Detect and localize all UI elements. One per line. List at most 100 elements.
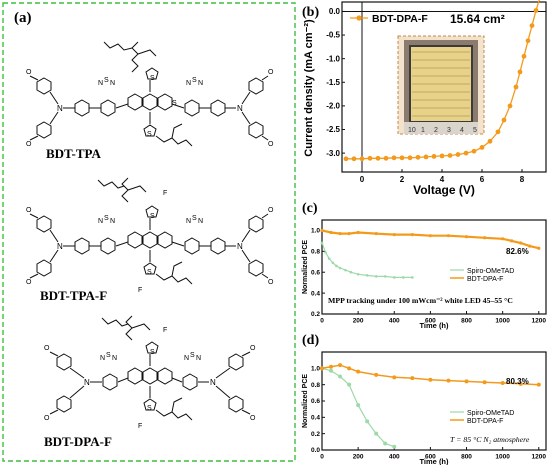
data-point	[533, 8, 539, 13]
data-point	[521, 53, 527, 59]
data-point	[517, 69, 523, 75]
data-point	[410, 376, 415, 381]
x-tick-label: 6	[480, 175, 485, 184]
data-point	[407, 155, 413, 161]
data-point	[482, 380, 487, 385]
x-tick-label: 800	[461, 454, 472, 461]
ruler-label: 10	[408, 127, 416, 134]
data-point	[356, 230, 360, 235]
series-line-spiro-ometad	[321, 242, 413, 279]
legend-entry-spiro: Spiro-OMeTAD	[467, 268, 514, 275]
data-point	[500, 381, 505, 386]
legend-marker	[356, 15, 362, 21]
data-point	[331, 261, 335, 265]
x-tick-label: 0	[360, 175, 365, 184]
data-point	[367, 155, 373, 161]
x-tick-label: 1200	[532, 318, 547, 325]
atom-n: N	[57, 242, 63, 251]
y-axis-label: Normalized PCE	[302, 374, 309, 428]
data-point	[329, 364, 334, 369]
x-tick-label: 2	[400, 175, 405, 184]
data-point	[392, 233, 396, 237]
atom-n: N	[237, 242, 243, 251]
x-axis-label: Time (h)	[419, 321, 449, 330]
x-tick-label: 1000	[495, 318, 510, 325]
y-tick-label: 0.4	[311, 290, 320, 297]
inset-photo: 10 1 2 3 4 5	[397, 35, 485, 135]
data-point	[391, 155, 397, 161]
atom-s: S	[147, 269, 152, 276]
x-ticks: 0 200 400 600 800 1000 1200	[320, 311, 546, 325]
series-line-spiro-ometad	[321, 367, 395, 448]
atom-s: S	[172, 100, 177, 107]
solar-cell-stripes	[412, 51, 470, 117]
y-ticks: 0.2 0.4 0.6 0.8 1.0	[311, 228, 325, 318]
atom-n: N	[100, 355, 105, 362]
y-tick-label: -2.0	[326, 102, 340, 111]
data-point	[411, 276, 414, 279]
data-point	[415, 154, 421, 160]
data-point	[471, 148, 477, 154]
atom-o: O	[250, 415, 256, 422]
atom-n: N	[98, 218, 103, 225]
atom-f: F	[163, 327, 167, 334]
molecule-bdt-tpa: S S N S N N S N N N O O O	[26, 41, 274, 148]
data-point	[365, 274, 369, 277]
data-point	[320, 241, 324, 245]
atom-n: N	[112, 355, 117, 362]
plot-frame	[321, 219, 547, 315]
ruler-label: 2	[434, 127, 438, 134]
data-point	[501, 237, 505, 241]
x-tick-label: 200	[353, 454, 364, 461]
data-point	[374, 372, 379, 377]
retention-annotation: 80.3%	[506, 377, 529, 386]
atom-f: F	[138, 423, 142, 430]
data-point	[536, 382, 541, 387]
atom-n: N	[57, 104, 63, 113]
data-point	[338, 231, 342, 236]
data-point	[356, 403, 361, 408]
data-point	[359, 156, 365, 162]
x-tick-label: 400	[389, 318, 400, 325]
data-point	[347, 366, 352, 371]
atom-n: N	[198, 218, 203, 225]
x-tick-label: 800	[461, 318, 472, 325]
atom-n: N	[196, 355, 201, 362]
atom-o: O	[268, 69, 274, 76]
ruler-labels: 10 1 2 3 4 5	[408, 127, 477, 134]
area-annotation: 15.64 cm²	[450, 12, 505, 26]
data-point	[423, 154, 429, 160]
data-point	[487, 138, 493, 144]
molecule-bdt-dpa-f: S F N S N N S N N N O O O O S	[44, 315, 256, 430]
atom-n: N	[184, 355, 189, 362]
atom-o: O	[26, 69, 32, 76]
atom-o: O	[44, 415, 50, 422]
chart-panel-c: (c) 0 200 400 600 800 1000 1200 0.2 0.4 0.6 0.8 1.…	[302, 201, 547, 330]
y-tick-label: -2.5	[326, 125, 340, 134]
chart-panel-d: (d) 0 200 400 600 800 1000 1200 0.00.20.40.60.…	[302, 333, 547, 465]
legend-entry: BDT-DPA-F	[372, 13, 428, 25]
data-point	[464, 235, 469, 239]
data-point	[528, 244, 532, 248]
data-point	[338, 266, 342, 270]
x-tick-label: 0	[320, 318, 324, 325]
atom-n: N	[237, 104, 243, 113]
y-tick-label: 0.6	[311, 269, 320, 276]
data-point	[356, 273, 360, 276]
ruler-label: 1	[421, 127, 425, 134]
atom-o: O	[268, 141, 274, 148]
data-point	[335, 264, 338, 268]
data-point	[525, 38, 531, 44]
x-axis-label: Time (h)	[419, 457, 449, 465]
data-point	[338, 363, 343, 368]
data-point	[463, 150, 469, 156]
data-point	[383, 155, 389, 161]
y-tick-label: 0.2	[311, 431, 320, 438]
atom-n: N	[186, 80, 191, 87]
data-point	[356, 369, 361, 374]
ruler-label: 3	[447, 127, 451, 134]
panel-c-label: (c)	[302, 201, 318, 216]
x-axis-label: Voltage (V)	[413, 183, 475, 197]
y-tick-label: -3.0	[326, 149, 340, 158]
x-tick-label: 400	[389, 454, 400, 461]
